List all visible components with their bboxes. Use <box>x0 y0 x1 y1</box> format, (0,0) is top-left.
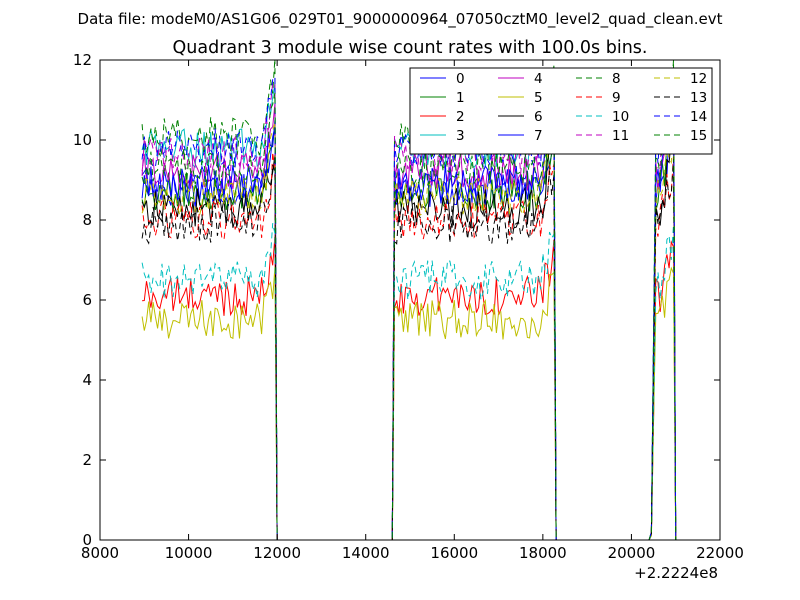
legend-label-5: 5 <box>534 90 543 106</box>
legend-frame <box>409 67 713 155</box>
legend-label-0: 0 <box>456 71 465 87</box>
legend-label-14: 14 <box>690 109 707 125</box>
series-line-11 <box>141 81 677 540</box>
axes-layer: 8000 10000 12000 14000 16000 18000 20000 22000 0… <box>73 51 744 562</box>
series-line-9 <box>141 152 677 540</box>
chart-suptitle: Data file: modeM0/AS1G06_029T01_90000009… <box>78 10 723 29</box>
series-layer <box>141 60 677 540</box>
legend-label-8: 8 <box>612 71 621 87</box>
legend-label-6: 6 <box>534 109 543 125</box>
series-line-12 <box>141 122 677 540</box>
series-line-13 <box>141 159 677 540</box>
y-tick-label: 8 <box>82 211 92 229</box>
legend-label-4: 4 <box>534 71 543 87</box>
y-tick-label: 2 <box>82 451 92 469</box>
x-tick-label: 8000 <box>81 544 119 562</box>
legend-label-15: 15 <box>690 128 707 144</box>
x-tick-label: 22000 <box>696 544 744 562</box>
x-tick-label: 16000 <box>430 544 478 562</box>
y-tick-label: 6 <box>82 291 92 309</box>
legend-label-2: 2 <box>456 109 465 125</box>
series-line-8 <box>141 60 677 540</box>
x-tick-label: 14000 <box>342 544 390 562</box>
legend-label-12: 12 <box>690 71 707 87</box>
legend-label-9: 9 <box>612 90 621 106</box>
x-tick-label: 10000 <box>165 544 213 562</box>
series-line-4 <box>141 98 677 540</box>
x-tick-label: 18000 <box>519 544 567 562</box>
legend-label-13: 13 <box>690 90 707 106</box>
y-tick-label: 4 <box>82 371 92 389</box>
chart-title: Quadrant 3 module wise count rates with … <box>173 38 648 58</box>
series-line-2 <box>142 236 677 540</box>
y-tick-label: 0 <box>82 531 92 549</box>
plot-frame <box>99 59 721 541</box>
series-line-14 <box>141 71 677 540</box>
legend-label-1: 1 <box>456 90 465 106</box>
legend-label-10: 10 <box>612 109 629 125</box>
series-line-5 <box>141 266 677 540</box>
x-axis-offset-label: +2.2224e8 <box>634 564 718 582</box>
x-tick-label: 12000 <box>253 544 301 562</box>
legend-label-7: 7 <box>534 128 543 144</box>
y-tick-label: 12 <box>73 51 92 69</box>
y-tick-label: 10 <box>73 131 92 149</box>
series-line-10 <box>141 223 677 540</box>
legend-label-11: 11 <box>612 128 629 144</box>
series-line-3 <box>141 71 677 540</box>
legend-label-3: 3 <box>456 128 465 144</box>
x-tick-label: 20000 <box>608 544 656 562</box>
series-line-15 <box>141 89 677 540</box>
